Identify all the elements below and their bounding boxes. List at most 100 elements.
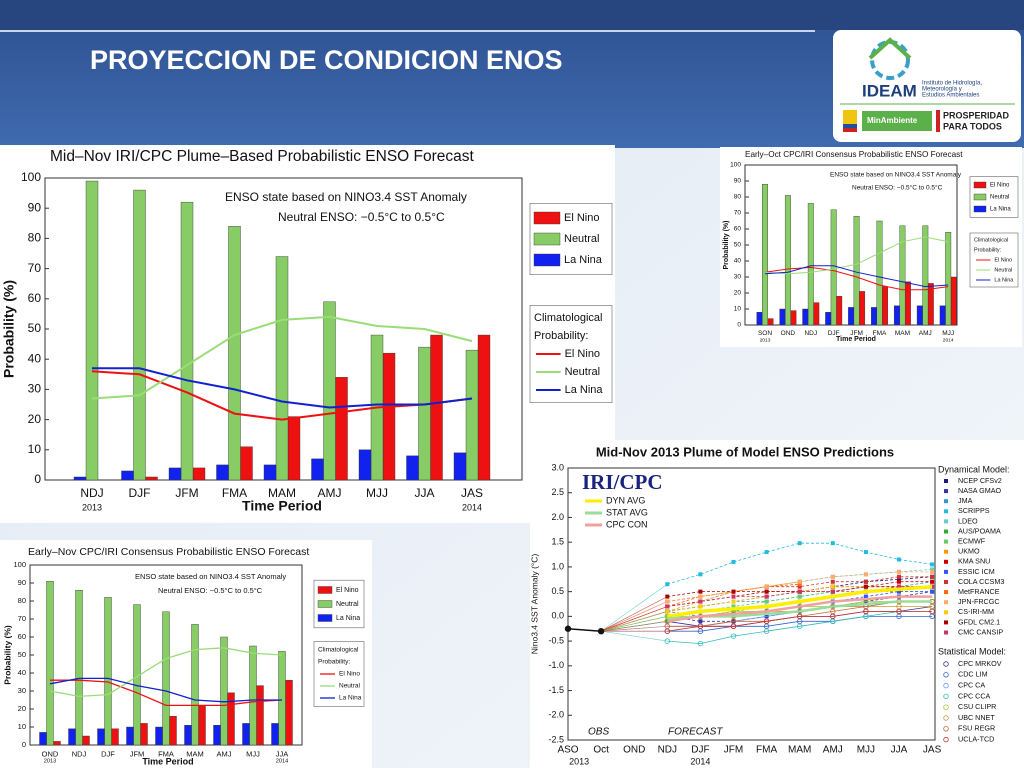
bar bbox=[876, 220, 883, 326]
legend-label: La Nina bbox=[564, 254, 603, 266]
bar bbox=[939, 305, 946, 326]
model-connector bbox=[600, 596, 668, 632]
x-year-label: 2013 bbox=[760, 337, 771, 343]
bar bbox=[836, 296, 843, 326]
legend-marker bbox=[944, 590, 948, 595]
legend-label: SCRIPPS bbox=[958, 506, 990, 515]
legend-label: Neutral bbox=[990, 195, 1009, 201]
model-connector bbox=[601, 625, 668, 632]
legend-marker bbox=[944, 509, 948, 514]
x-year-label: 2013 bbox=[44, 758, 56, 764]
model-marker bbox=[830, 589, 835, 594]
model-line bbox=[667, 581, 933, 607]
x-tick-label: MJJ bbox=[366, 486, 388, 500]
model-marker bbox=[764, 599, 769, 604]
x-tick-label: MAM bbox=[268, 486, 296, 500]
y-tick-label: 80 bbox=[734, 194, 742, 201]
climatology-line bbox=[49, 677, 282, 703]
bar bbox=[275, 256, 289, 481]
x-axis-label: Time Period bbox=[836, 336, 876, 343]
bar bbox=[382, 352, 396, 481]
legend-marker bbox=[943, 661, 949, 667]
y-tick-label: 10 bbox=[28, 442, 42, 456]
legend-marker bbox=[944, 539, 948, 544]
y-tick-label: -1.5 bbox=[548, 685, 564, 695]
x-year-label: 2014 bbox=[462, 502, 482, 512]
legend-label: NCEP CFSv2 bbox=[958, 476, 1002, 485]
model-line bbox=[667, 616, 933, 632]
bar bbox=[790, 310, 797, 326]
legend-swatch bbox=[317, 600, 333, 608]
legend-label: JPN-FRCGC bbox=[958, 597, 1000, 606]
climatology-line bbox=[764, 266, 949, 291]
y-tick-label: 2.5 bbox=[551, 487, 564, 497]
model-marker bbox=[731, 599, 736, 604]
bar bbox=[213, 725, 221, 746]
y-tick-label: 40 bbox=[18, 668, 26, 677]
x-tick-label: JAS bbox=[923, 745, 942, 756]
model-marker bbox=[897, 577, 901, 582]
y-tick-label: 0 bbox=[34, 472, 41, 486]
legend-marker bbox=[943, 736, 949, 743]
legend-label: UCLA-TCD bbox=[958, 735, 994, 744]
bar bbox=[263, 464, 277, 481]
y-tick-label: 30 bbox=[18, 686, 26, 695]
bar bbox=[358, 449, 372, 481]
legend-label: Neutral bbox=[994, 267, 1012, 273]
model-marker bbox=[896, 608, 902, 615]
legend-label: La Nina bbox=[990, 207, 1011, 213]
y-tick-label: -1.0 bbox=[548, 660, 564, 670]
y-tick-label: 90 bbox=[734, 178, 742, 185]
legend-label: CPC MRKOV bbox=[958, 659, 1002, 668]
legend-title: Probability: bbox=[534, 330, 588, 342]
legend-label: El Nino bbox=[564, 212, 599, 224]
climatology-line bbox=[92, 367, 473, 409]
legend-label: CDC LIM bbox=[958, 670, 988, 679]
x-tick-label: JJA bbox=[891, 745, 908, 756]
x-year-label: 2013 bbox=[569, 756, 589, 766]
legend-label: Neutral bbox=[564, 233, 599, 245]
bar bbox=[285, 680, 293, 746]
x-tick-label: ASO bbox=[557, 745, 578, 756]
legend-marker bbox=[944, 519, 948, 524]
x-tick-label: MAM bbox=[788, 745, 811, 756]
y-tick-label: 10 bbox=[734, 306, 742, 313]
legend-label: AUS/POAMA bbox=[958, 526, 1001, 535]
model-marker bbox=[731, 594, 736, 599]
bar bbox=[756, 312, 763, 326]
annotation: Neutral ENSO: −0.5°C to 0.5°C bbox=[278, 210, 445, 224]
legend-label: DYN AVG bbox=[606, 495, 645, 505]
bar bbox=[825, 312, 832, 326]
model-marker bbox=[698, 599, 703, 604]
model-marker bbox=[863, 594, 868, 599]
legend-marker bbox=[943, 726, 949, 732]
model-marker bbox=[764, 550, 769, 555]
y-tick-label: 20 bbox=[18, 704, 26, 713]
model-line bbox=[667, 591, 933, 617]
x-tick-label: DJF bbox=[129, 486, 151, 500]
bar bbox=[767, 318, 774, 326]
y-tick-label: 70 bbox=[18, 614, 26, 623]
logo: IDEAM Instituto de Hidrología, Meteorolo… bbox=[833, 30, 1021, 142]
bar bbox=[893, 305, 900, 326]
bar bbox=[228, 226, 241, 481]
x-tick-label: FMA bbox=[873, 330, 887, 337]
bar bbox=[75, 590, 83, 746]
model-marker bbox=[929, 608, 935, 615]
bar bbox=[802, 308, 809, 326]
annotation: IRI/CPC bbox=[582, 470, 663, 494]
plot-frame bbox=[567, 467, 936, 741]
x-tick-label: MAM bbox=[895, 330, 910, 337]
model-marker bbox=[930, 574, 935, 579]
legend-label: CS-IRI-MM bbox=[958, 607, 994, 616]
y-tick-label: 80 bbox=[28, 231, 42, 245]
model-marker bbox=[665, 599, 670, 604]
legend-label: El Nino bbox=[994, 257, 1012, 263]
legend-marker bbox=[943, 682, 949, 689]
x-tick-label: JJA bbox=[414, 486, 434, 500]
logo-flag bbox=[843, 124, 857, 128]
bar bbox=[830, 209, 837, 326]
model-marker bbox=[698, 619, 703, 624]
legend-swatch bbox=[973, 193, 987, 201]
y-tick-label: 3.0 bbox=[551, 462, 564, 472]
